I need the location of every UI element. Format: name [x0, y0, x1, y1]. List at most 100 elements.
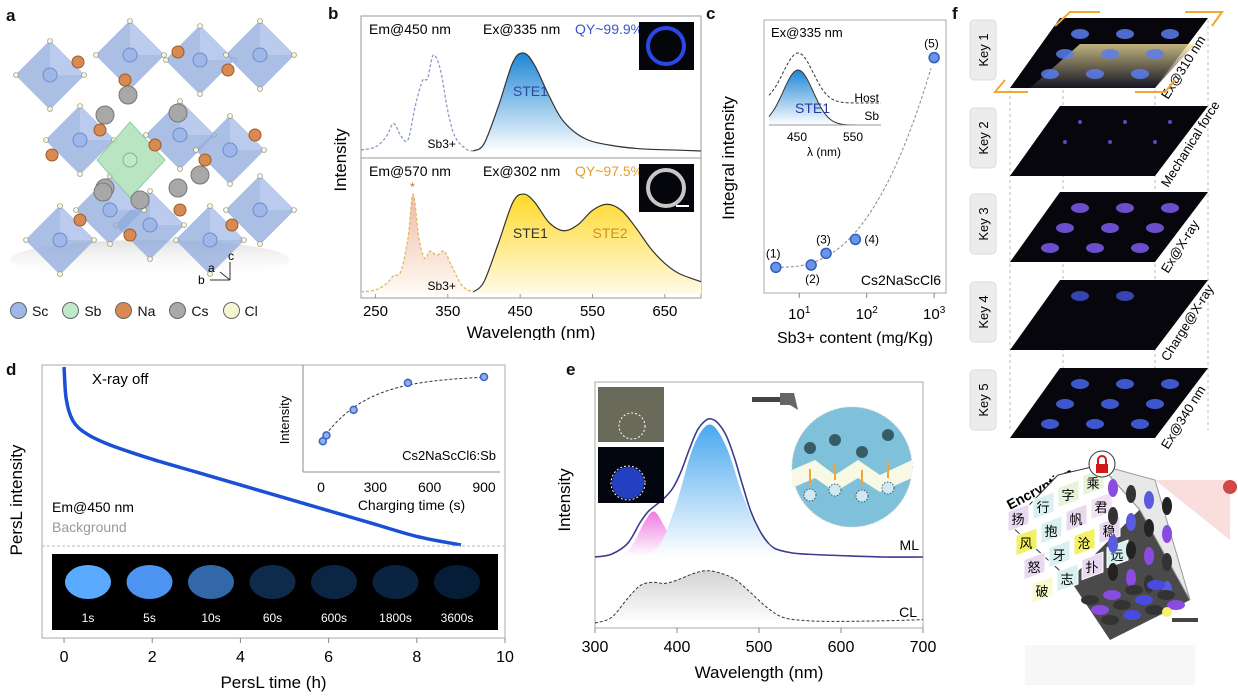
x-axis-label: Wavelength (nm) — [695, 663, 824, 682]
sc-atom — [172, 127, 188, 143]
key-image-slab — [1010, 280, 1208, 350]
persl-sample-glow — [311, 565, 357, 599]
star-marker: * — [410, 180, 415, 194]
inset-tick-label: 600 — [418, 479, 442, 495]
crystal-photo-glow — [646, 168, 686, 208]
atom-swatch-icon — [62, 302, 80, 319]
x-tick-label: 101 — [788, 305, 811, 323]
cube-dot — [1103, 590, 1121, 600]
xray-off-label: X-ray off — [92, 371, 149, 388]
cube-dot — [1144, 491, 1154, 509]
legend-item-sb: Sb — [62, 302, 101, 319]
cl-atom — [161, 52, 167, 58]
cl-atom — [77, 103, 83, 109]
inset-data-point — [322, 431, 331, 440]
glowing-character — [1056, 399, 1074, 409]
panel-c-letter: c — [706, 4, 716, 23]
plot-frame — [41, 364, 506, 639]
cube-dot — [1113, 600, 1131, 610]
peak-label-ste1: STE1 — [513, 83, 548, 99]
cube-tile — [1031, 575, 1054, 605]
sc-atom — [192, 52, 208, 68]
glowing-character — [1071, 203, 1089, 213]
cl-label: CL — [899, 604, 917, 620]
cs-atom — [93, 182, 113, 202]
key-button-1 — [969, 19, 997, 81]
photo-time-label: 60s — [263, 611, 282, 625]
legend-label: Sb — [84, 302, 102, 319]
glowing-character — [1146, 399, 1164, 409]
inset-y-label: Intensity — [277, 395, 292, 444]
cube-dot — [1147, 580, 1165, 590]
electron — [804, 442, 816, 454]
cl-atom — [93, 52, 99, 58]
sc-atom — [52, 232, 68, 248]
glowing-character — [1078, 120, 1082, 124]
cube-tile — [1056, 563, 1079, 593]
panel-d-letter: d — [6, 360, 17, 379]
axis-a-label: a — [208, 261, 215, 275]
chart-b: Em@450 nm Ex@335 nm QY~99.9% Sb3+ STE1 Em@570… — [331, 15, 702, 340]
cube-tile — [1015, 527, 1038, 557]
cube-character: 字 — [1061, 488, 1074, 503]
octahedron-face — [230, 116, 264, 150]
legend-item-na: Na — [115, 302, 155, 319]
x-tick-label: 0 — [60, 649, 69, 666]
point-label: (1) — [766, 246, 781, 260]
sc-atom — [252, 47, 268, 63]
cube-dot — [1144, 547, 1154, 565]
legend-label: Na — [137, 302, 156, 319]
peak-label-ste2: STE2 — [592, 225, 627, 241]
x-tick-label: 10 — [496, 649, 514, 666]
glowing-character — [1116, 379, 1134, 389]
cube-tile — [1023, 551, 1046, 581]
glowing-character — [1101, 49, 1119, 59]
octahedron-face — [150, 191, 184, 225]
na-atom — [93, 123, 107, 137]
octahedron-face — [130, 21, 164, 55]
trap-site — [803, 488, 817, 502]
cube-dot — [1162, 497, 1172, 515]
inset-tick-label: 450 — [787, 130, 807, 144]
cs-atom — [118, 85, 138, 105]
glowing-character — [1086, 243, 1104, 253]
na-atom — [171, 45, 185, 59]
point-label: (3) — [816, 232, 831, 246]
point-label: (4) — [864, 232, 879, 246]
inset-host-curve — [768, 52, 882, 104]
data-point — [928, 51, 940, 64]
inset-ste1-label: STE1 — [795, 100, 830, 116]
na-atom — [71, 55, 85, 69]
cube-dot — [1108, 507, 1118, 525]
cube-dot — [1126, 541, 1136, 559]
ml-glow — [612, 467, 644, 499]
cube-character: 帆 — [1069, 512, 1082, 527]
cube-dot — [1162, 553, 1172, 571]
persl-sample-glow — [188, 565, 234, 599]
cl-atom — [57, 271, 63, 277]
inset-title: Ex@335 nm — [771, 25, 843, 40]
inset-compound-label: Cs2NaScCl6:Sb — [402, 448, 496, 463]
cube-character: 志 — [1060, 572, 1073, 587]
cs-atom — [95, 105, 115, 125]
cube-tile — [1065, 503, 1088, 533]
x-tick-label: 500 — [746, 639, 773, 656]
cs-atom — [190, 165, 210, 185]
cube-character: 抱 — [1044, 524, 1057, 539]
na-atom — [221, 63, 235, 77]
x-tick-label: 600 — [828, 639, 855, 656]
sc-atom — [102, 202, 118, 218]
exponent: 2 — [872, 305, 878, 316]
panel-b-letter: b — [328, 4, 339, 23]
inset-tick-label: 900 — [472, 479, 496, 495]
electron — [829, 434, 841, 446]
cl-atom — [197, 23, 203, 29]
glowing-character — [1116, 29, 1134, 39]
excitation-fill — [361, 194, 474, 294]
x-axis-label: Sb3+ content (mg/Kg) — [777, 330, 933, 346]
persl-decay-curve — [62, 366, 462, 547]
key-label: Key 1 — [976, 33, 991, 66]
cube-dot — [1091, 605, 1109, 615]
bracket-icon — [1054, 11, 1100, 27]
x-tick-label: 300 — [582, 639, 609, 656]
